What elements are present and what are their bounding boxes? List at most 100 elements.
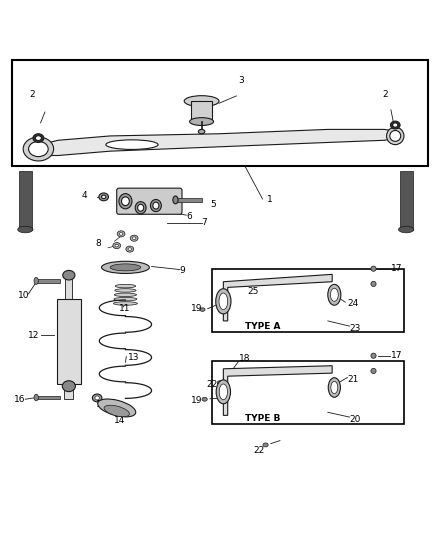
Ellipse shape (371, 266, 376, 271)
Ellipse shape (121, 197, 129, 206)
Text: 16: 16 (14, 395, 26, 403)
Ellipse shape (219, 384, 227, 400)
Ellipse shape (104, 405, 129, 417)
Ellipse shape (106, 140, 158, 149)
Bar (65, 277, 72, 299)
Ellipse shape (173, 196, 178, 204)
Ellipse shape (216, 289, 231, 314)
Ellipse shape (138, 204, 144, 211)
Polygon shape (223, 366, 332, 415)
Ellipse shape (115, 284, 136, 288)
Ellipse shape (135, 201, 146, 214)
Ellipse shape (126, 246, 134, 252)
Text: 12: 12 (28, 331, 39, 340)
Text: 9: 9 (180, 266, 186, 275)
Bar (212, 269, 404, 332)
Ellipse shape (98, 399, 136, 417)
Text: 25: 25 (247, 287, 259, 296)
Ellipse shape (28, 141, 48, 157)
Ellipse shape (130, 235, 138, 241)
Text: 15: 15 (96, 400, 108, 409)
Ellipse shape (114, 297, 137, 301)
Text: 4: 4 (82, 191, 88, 200)
Bar (399, 171, 413, 230)
Ellipse shape (217, 381, 223, 385)
Ellipse shape (399, 226, 414, 233)
Ellipse shape (34, 394, 39, 401)
Ellipse shape (219, 293, 228, 310)
Ellipse shape (119, 232, 123, 235)
Ellipse shape (150, 199, 161, 212)
Ellipse shape (33, 134, 44, 142)
Polygon shape (223, 274, 332, 321)
Ellipse shape (62, 381, 75, 392)
Ellipse shape (113, 302, 138, 305)
Ellipse shape (387, 127, 404, 144)
Ellipse shape (263, 443, 268, 447)
Ellipse shape (110, 264, 141, 271)
Text: 2: 2 (30, 90, 35, 99)
Ellipse shape (63, 270, 75, 280)
Ellipse shape (18, 226, 33, 233)
Bar (57, 299, 81, 384)
Text: 20: 20 (350, 415, 361, 424)
Bar (64, 382, 73, 399)
Bar (212, 361, 404, 424)
Ellipse shape (92, 394, 102, 402)
Ellipse shape (153, 202, 159, 209)
Ellipse shape (34, 277, 39, 284)
Ellipse shape (115, 289, 136, 292)
Ellipse shape (99, 193, 109, 201)
Text: 11: 11 (119, 304, 131, 313)
Ellipse shape (35, 136, 42, 141)
Ellipse shape (102, 261, 149, 273)
Ellipse shape (117, 231, 125, 237)
Ellipse shape (371, 281, 376, 287)
FancyBboxPatch shape (117, 188, 182, 214)
Ellipse shape (95, 396, 99, 400)
Ellipse shape (391, 121, 400, 129)
Text: TYPE A: TYPE A (245, 322, 281, 331)
Text: 14: 14 (114, 416, 125, 425)
Ellipse shape (202, 397, 207, 401)
Ellipse shape (115, 244, 118, 247)
Text: 17: 17 (391, 264, 403, 273)
Ellipse shape (184, 96, 219, 107)
Ellipse shape (132, 237, 136, 239)
Ellipse shape (23, 137, 53, 161)
Ellipse shape (114, 293, 137, 296)
Text: 7: 7 (201, 219, 207, 228)
Text: 5: 5 (210, 200, 216, 209)
Text: 8: 8 (95, 239, 101, 248)
Text: 3: 3 (239, 76, 244, 85)
Ellipse shape (330, 288, 338, 301)
Ellipse shape (328, 284, 341, 305)
Ellipse shape (328, 378, 340, 397)
Text: 2: 2 (382, 90, 388, 99)
Ellipse shape (113, 243, 120, 249)
Text: 19: 19 (191, 396, 202, 405)
Ellipse shape (371, 353, 376, 358)
Bar (12, 60, 428, 166)
Text: 22: 22 (253, 446, 264, 455)
Text: 22: 22 (206, 381, 217, 390)
Ellipse shape (331, 382, 338, 393)
Ellipse shape (119, 193, 132, 209)
Text: 21: 21 (347, 375, 359, 384)
Bar (19, 171, 32, 230)
Text: 6: 6 (186, 212, 192, 221)
Ellipse shape (216, 380, 230, 404)
Ellipse shape (102, 195, 106, 199)
Ellipse shape (190, 118, 214, 125)
Bar (36, 279, 60, 282)
Text: 1: 1 (267, 195, 272, 204)
Text: 13: 13 (127, 353, 139, 362)
Text: 24: 24 (347, 299, 359, 308)
Text: 18: 18 (239, 354, 250, 364)
Text: 23: 23 (350, 324, 361, 333)
Ellipse shape (128, 248, 131, 251)
Ellipse shape (200, 308, 205, 311)
Text: 17: 17 (391, 351, 403, 360)
Bar (191, 101, 212, 118)
Text: 10: 10 (18, 290, 29, 300)
